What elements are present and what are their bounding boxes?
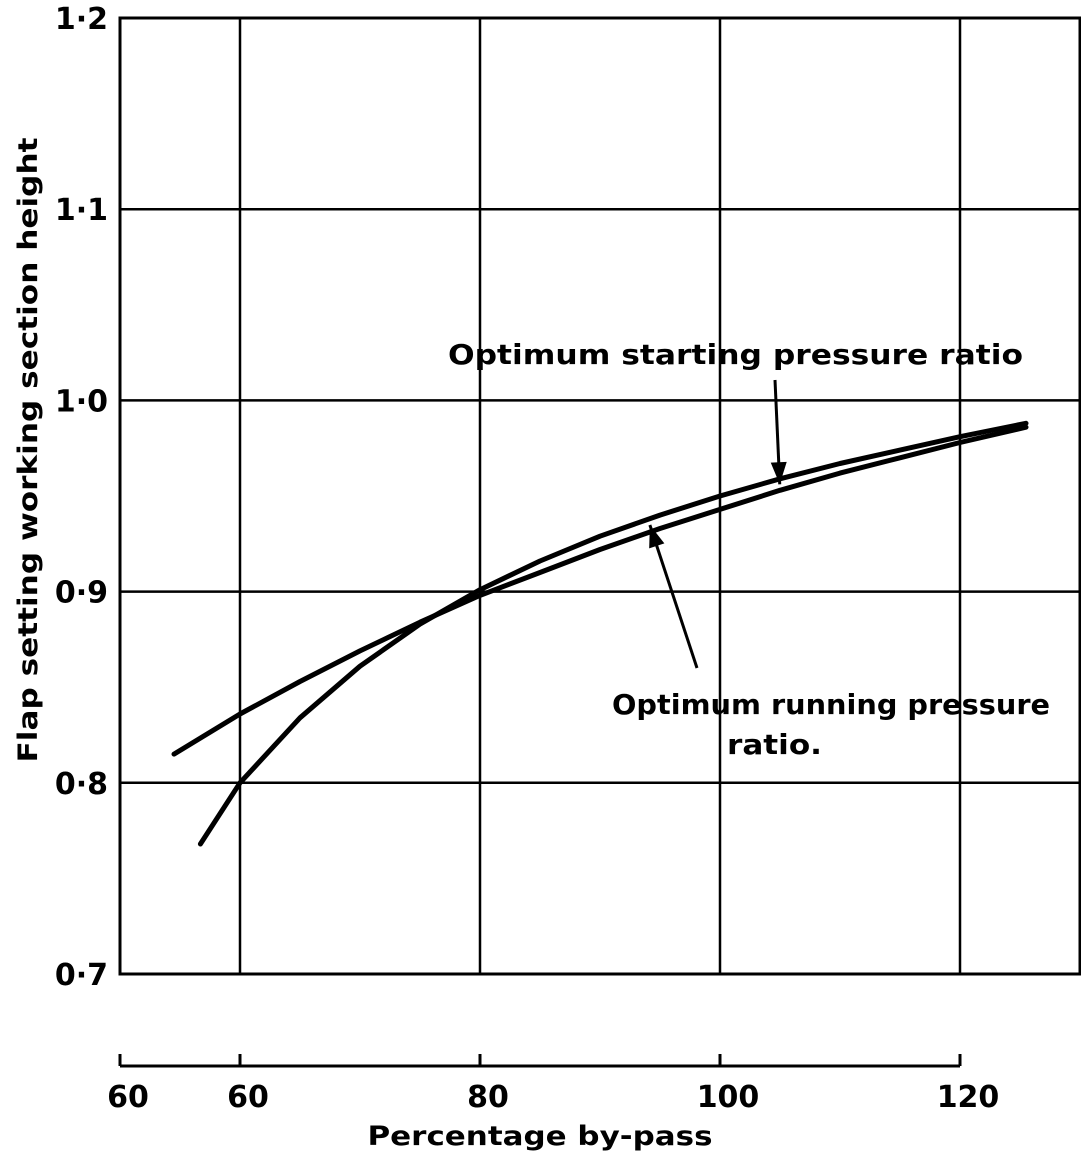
y-tick-label: 1·2 <box>55 2 108 37</box>
x-tick-label: 100 <box>697 1080 760 1115</box>
annotation-running: ratio. <box>727 728 822 761</box>
y-axis-title: Flap setting working section height <box>13 137 44 762</box>
y-tick-label: 0·7 <box>55 958 108 993</box>
x-axis-title: Percentage by-pass <box>368 1121 713 1152</box>
x-tick-label: 120 <box>937 1080 1000 1115</box>
arrow-starting-head <box>770 461 787 485</box>
grid <box>120 16 1080 976</box>
x-tick-label: 60 <box>107 1080 149 1115</box>
plot-frame <box>118 16 1081 976</box>
arrow-running-line <box>648 524 699 669</box>
y-tick-labels: 0·7 0·8 0·9 1·0 1·1 1·2 <box>55 2 108 993</box>
y-tick-label: 1·0 <box>55 384 108 419</box>
annotation-starting: Optimum starting pressure ratio <box>448 338 1023 371</box>
series-line-running <box>197 420 1029 847</box>
series-layer <box>171 420 1029 847</box>
arrow-running-head <box>649 525 665 549</box>
x-tick-label: 80 <box>467 1080 509 1115</box>
y-tick-label: 0·9 <box>55 576 108 611</box>
y-tick-label: 1·1 <box>55 193 108 228</box>
y-tick-label: 0·8 <box>55 767 108 802</box>
annotation-layer: Optimum starting pressure ratio Optimum r… <box>448 338 1050 761</box>
x-tick-label: 60 <box>227 1080 269 1115</box>
annotation-running: Optimum running pressure <box>612 688 1050 721</box>
x-axis: 60 60 80 100 120 <box>107 1054 999 1115</box>
series-line-starting <box>171 424 1029 757</box>
